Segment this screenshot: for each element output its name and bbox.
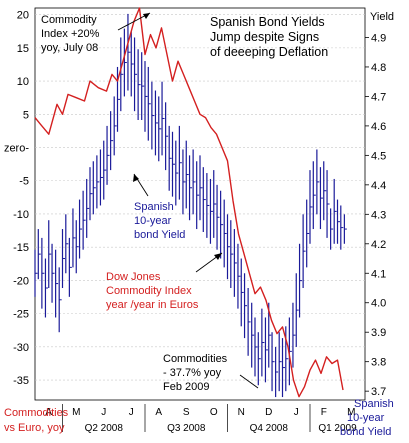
annotation-commodities-low-arrow (239, 374, 259, 389)
annotation-spanish-yield-arrowhead (133, 174, 139, 182)
annotation-commodities-low-line-2: - 37.7% yoy (163, 367, 222, 379)
left-tick-label: -30 (13, 342, 29, 354)
month-label: M (72, 407, 80, 418)
month-label: S (183, 407, 190, 418)
bottom-right-label-line-1: Spanish (354, 398, 394, 410)
annotation-dow-jones-line-2: Commodity Index (106, 285, 192, 297)
annotation-dow-jones: Dow Jones Commodity Index year /year in … (106, 252, 223, 311)
month-label: A (155, 407, 162, 418)
month-label: J (101, 407, 106, 418)
left-tick-label: -10 (13, 209, 29, 221)
right-tick-label: 4.7 (371, 91, 386, 103)
left-axis-ticks: 20 15 10 5 zero- -5 -10 -15 -20 -25 -30 -35 (4, 10, 29, 387)
annotation-commodity-peak-line-1: Commodity (41, 14, 97, 26)
commodity-series (34, 7, 344, 398)
annotation-spanish-yield-line-3: bond Yield (134, 229, 185, 241)
left-tick-label: -25 (13, 309, 29, 321)
right-tick-label: 4.4 (371, 180, 386, 192)
right-tick-label: 4.1 (371, 268, 386, 280)
left-tick-label: -15 (13, 242, 29, 254)
right-tick-label: 3.9 (371, 327, 386, 339)
annotation-dow-jones-line-1: Dow Jones (106, 271, 161, 283)
bottom-left-label-line-2: vs Euro, yoy (4, 422, 65, 434)
quarter-label: Q3 2008 (167, 423, 206, 434)
left-tick-label: zero- (4, 143, 29, 155)
left-tick-label: 20 (17, 10, 29, 22)
quarter-label: Q1 2009 (318, 423, 357, 434)
annotation-commodity-peak: Commodity Index +20% yoy, July 08 (41, 12, 151, 54)
bottom-left-label-line-1: Commodities (4, 407, 69, 419)
yield-series (34, 13, 347, 398)
annotation-dow-jones-line-3: year /year in Euros (106, 299, 199, 311)
quarter-axis-labels: Q2 2008 Q3 2008 Q4 2008 Q1 2009 (62, 404, 357, 434)
annotation-commodities-low-line-3: Feb 2009 (163, 381, 209, 393)
left-tick-label: -5 (19, 176, 29, 188)
annotation-spanish-yield: Spanish 10-year bond Yield (133, 173, 185, 241)
chart-title: Spanish Bond Yields Jump despite Signs o… (210, 15, 328, 59)
commodity-line (34, 7, 344, 398)
left-tick-label: 15 (17, 43, 29, 55)
month-label: D (265, 407, 272, 418)
month-label: N (238, 407, 245, 418)
annotation-spanish-yield-line-2: 10-year (134, 215, 172, 227)
right-tick-label: 4.6 (371, 121, 386, 133)
bottom-right-label-line-3: bond Yield (340, 426, 391, 438)
month-label: F (321, 407, 327, 418)
right-tick-label: 4.3 (371, 209, 386, 221)
annotation-commodity-peak-arrowhead (143, 13, 150, 19)
annotation-commodities-low-line-1: Commodities (163, 353, 228, 365)
right-tick-label: 3.8 (371, 357, 386, 369)
right-tick-label: 4.5 (371, 150, 386, 162)
month-label: O (210, 407, 218, 418)
left-tick-label: -20 (13, 275, 29, 287)
left-tick-label: 10 (17, 76, 29, 88)
right-tick-label: 4.0 (371, 298, 386, 310)
annotation-commodity-peak-line-2: Index +20% (41, 28, 100, 40)
title-line-3: of deeeping Deflation (210, 45, 328, 59)
right-axis-ticks: 4.9 4.8 4.7 4.6 4.5 4.4 4.3 4.2 4.1 4.0 3.9 3.8 3.7 (365, 32, 386, 398)
annotation-dow-jones-arrowhead (214, 253, 222, 260)
quarter-label: Q2 2008 (85, 423, 124, 434)
month-label: M (347, 407, 355, 418)
right-tick-label: 4.8 (371, 62, 386, 74)
right-tick-label: 4.9 (371, 32, 386, 44)
month-label: A (45, 407, 52, 418)
right-tick-label: 3.7 (371, 386, 386, 398)
annotation-commodity-peak-line-3: yoy, July 08 (41, 42, 98, 54)
bottom-right-label: Spanish 10-year bond Yield (340, 398, 394, 438)
right-tick-label: 4.2 (371, 239, 386, 251)
quarter-label: Q4 2008 (250, 423, 289, 434)
title-line-2: Jump despite Signs (210, 30, 319, 44)
title-line-1: Spanish Bond Yields (210, 15, 325, 29)
month-label: J (294, 407, 299, 418)
annotation-commodities-low: Commodities - 37.7% yoy Feb 2009 (163, 353, 259, 393)
left-tick-label: 5 (23, 109, 29, 121)
right-axis-label: Yield (370, 11, 394, 23)
bottom-left-label: Commodities vs Euro, yoy (4, 407, 69, 434)
bottom-right-label-line-2: 10-year (347, 412, 385, 424)
annotation-spanish-yield-line-1: Spanish (134, 201, 174, 213)
left-tick-label: -35 (13, 375, 29, 387)
month-label: J (129, 407, 134, 418)
